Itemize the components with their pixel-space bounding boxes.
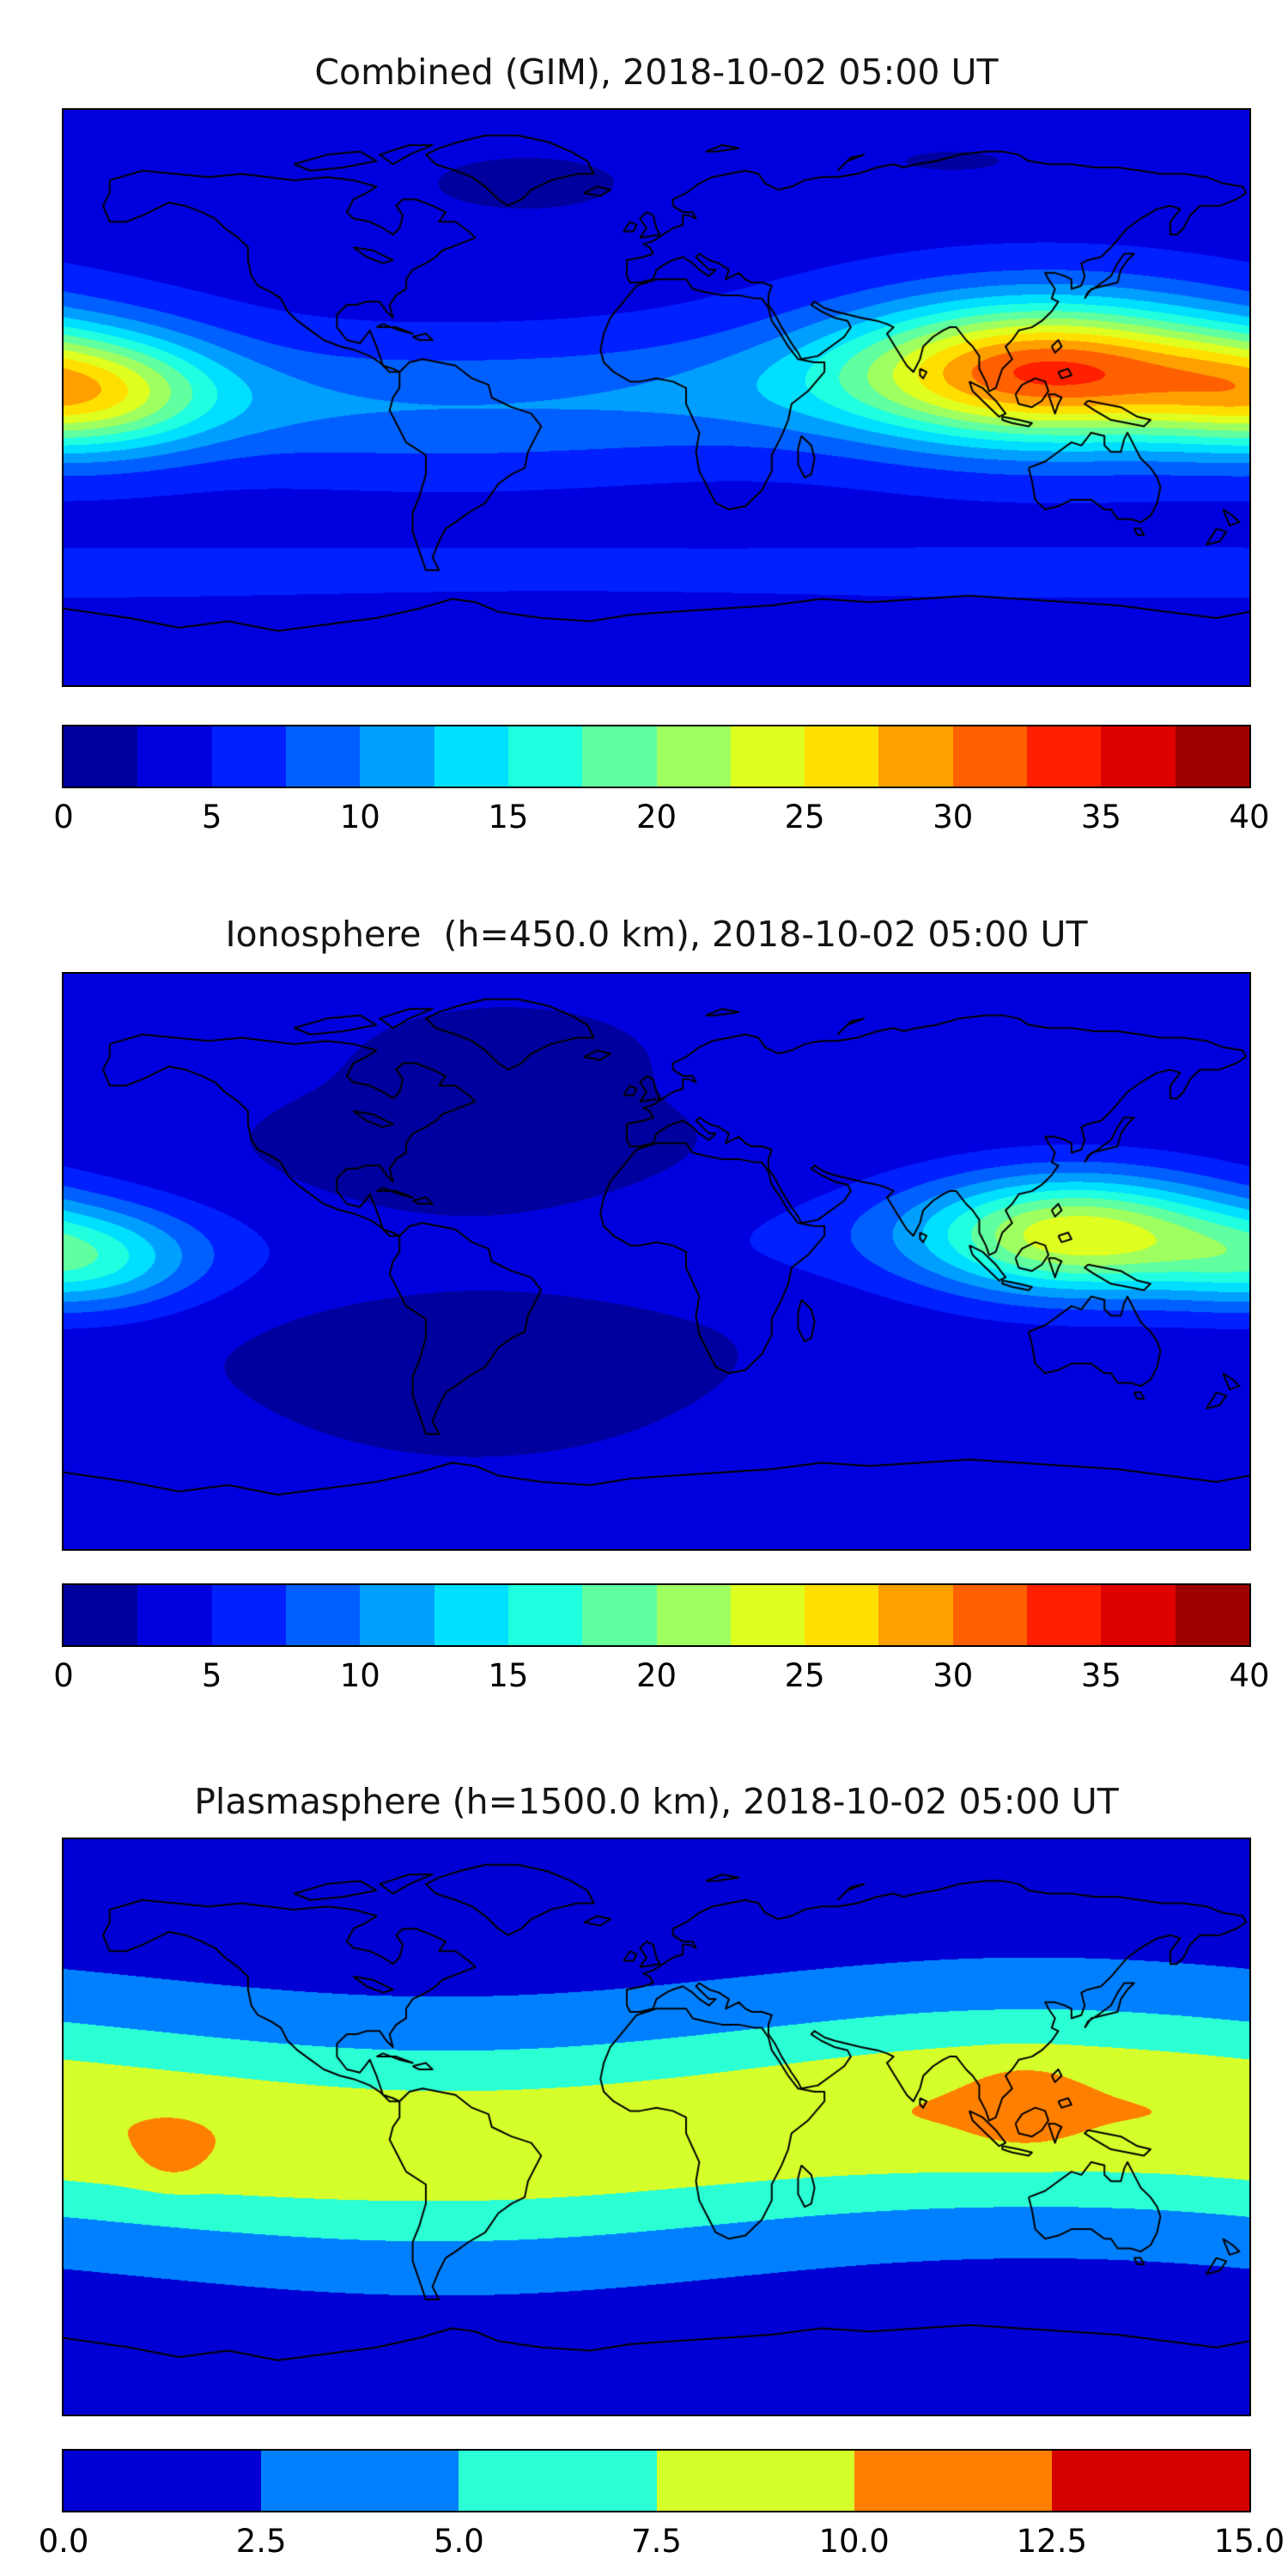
- colorbar-tick-label: 25: [784, 1657, 825, 1694]
- colorbar-tick-label: 40: [1229, 1657, 1270, 1694]
- colorbar-tick-label: 30: [933, 799, 974, 835]
- colorbar-tick-label: 15: [488, 1657, 529, 1694]
- colorbar-segment: [582, 726, 657, 787]
- combined-map: [62, 108, 1251, 687]
- colorbar-segment: [507, 1585, 583, 1645]
- combined-colorbar: [62, 725, 1251, 788]
- colorbar-segment: [434, 726, 508, 787]
- colorbar-segment: [1051, 2451, 1250, 2511]
- colorbar-tick-label: 10.0: [818, 2523, 890, 2560]
- colorbar-tick-label: 7.5: [631, 2523, 682, 2560]
- colorbar-segment: [64, 726, 138, 787]
- colorbar-segment: [656, 2451, 854, 2511]
- colorbar-tick-label: 40: [1229, 799, 1270, 835]
- colorbar-tick-label: 20: [635, 799, 677, 835]
- panel-title-combined: Combined (GIM), 2018-10-02 05:00 UT: [314, 52, 999, 93]
- colorbar-tick-label: 10: [339, 799, 380, 835]
- colorbar-segment: [805, 1585, 879, 1645]
- colorbar-tick-label: 30: [933, 1657, 974, 1694]
- colorbar-segment: [582, 1585, 657, 1645]
- colorbar-tick-label: 15.0: [1213, 2523, 1285, 2560]
- colorbar-tick-label: 35: [1080, 799, 1121, 835]
- colorbar-segment: [507, 726, 583, 787]
- colorbar-segment: [1027, 1585, 1102, 1645]
- colorbar-tick-label: 0: [53, 1657, 74, 1694]
- colorbar-segment: [360, 1585, 434, 1645]
- colorbar-segment: [878, 726, 953, 787]
- colorbar-segment: [1175, 1585, 1249, 1645]
- panel-title-ionosphere: Ionosphere (h=450.0 km), 2018-10-02 05:0…: [225, 914, 1088, 955]
- colorbar-tick-label: 5: [201, 1657, 222, 1694]
- colorbar-segment: [285, 726, 361, 787]
- colorbar-segment: [64, 2451, 262, 2511]
- colorbar-tick-label: 10: [339, 1657, 380, 1694]
- colorbar-tick-label: 25: [784, 799, 825, 835]
- colorbar-segment: [211, 1585, 286, 1645]
- colorbar-segment: [137, 726, 212, 787]
- colorbar-segment: [656, 1585, 731, 1645]
- colorbar-tick-label: 2.5: [235, 2523, 287, 2560]
- colorbar-segment: [64, 1585, 138, 1645]
- colorbar-segment: [1175, 726, 1249, 787]
- colorbar-tick-label: 0: [53, 799, 74, 835]
- panel-title-plasmasphere: Plasmasphere (h=1500.0 km), 2018-10-02 0…: [194, 1781, 1119, 1822]
- colorbar-tick-label: 20: [635, 1657, 677, 1694]
- colorbar-tick-label: 35: [1080, 1657, 1121, 1694]
- ionosphere-map: [62, 972, 1251, 1551]
- colorbar-segment: [211, 726, 286, 787]
- colorbar-segment: [360, 726, 434, 787]
- colorbar-segment: [459, 2451, 657, 2511]
- colorbar-segment: [854, 2451, 1052, 2511]
- colorbar-tick-label: 15: [488, 799, 529, 835]
- colorbar-segment: [878, 1585, 953, 1645]
- plasmasphere-map: [62, 1838, 1251, 2416]
- colorbar-tick-label: 5.0: [433, 2523, 484, 2560]
- ionosphere-colorbar: [62, 1583, 1251, 1647]
- colorbar-segment: [1027, 726, 1102, 787]
- colorbar-segment: [137, 1585, 212, 1645]
- plasmasphere-colorbar-ticks: 0.0 2.5 5.0 7.5 10.0 12.5 15.0: [39, 2523, 1285, 2562]
- colorbar-segment: [1101, 1585, 1176, 1645]
- colorbar-segment: [285, 1585, 361, 1645]
- colorbar-segment: [261, 2451, 459, 2511]
- colorbar-segment: [952, 726, 1028, 787]
- colorbar-tick-label: 12.5: [1016, 2523, 1088, 2560]
- colorbar-segment: [656, 726, 731, 787]
- colorbar-segment: [730, 1585, 805, 1645]
- plasmasphere-colorbar: [62, 2449, 1251, 2512]
- colorbar-tick-label: 0.0: [38, 2523, 89, 2560]
- combined-colorbar-ticks: 0 5 10 15 20 25 30 35 40: [53, 799, 1269, 838]
- colorbar-segment: [1101, 726, 1176, 787]
- colorbar-tick-label: 5: [201, 799, 222, 835]
- colorbar-segment: [434, 1585, 508, 1645]
- colorbar-segment: [730, 726, 805, 787]
- colorbar-segment: [952, 1585, 1028, 1645]
- ionosphere-colorbar-ticks: 0 5 10 15 20 25 30 35 40: [53, 1657, 1269, 1697]
- colorbar-segment: [805, 726, 879, 787]
